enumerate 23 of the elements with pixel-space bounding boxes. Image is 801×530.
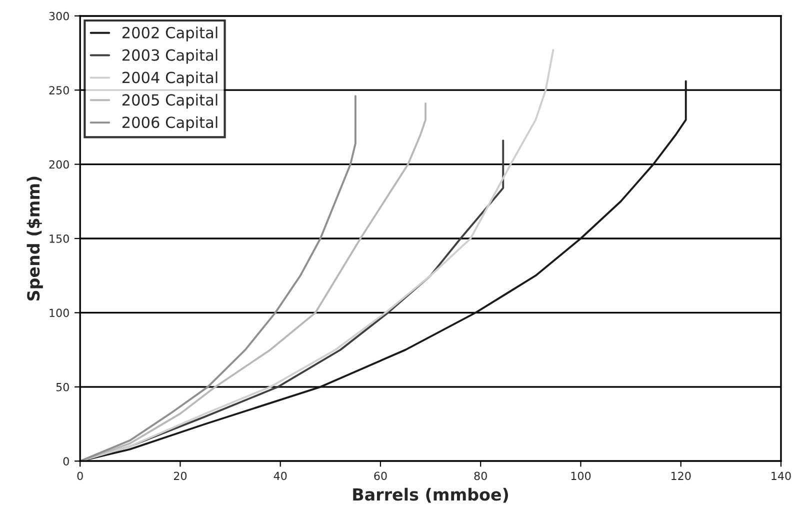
legend-label: 2004 Capital (122, 71, 218, 86)
line-series (80, 95, 356, 462)
x-tick-label: 100 (571, 472, 591, 480)
y-tick-label: 0 (63, 457, 69, 466)
x-tick-label: 20 (174, 472, 187, 480)
y-tick-label: 50 (56, 382, 69, 392)
legend-label: 2005 Capital (122, 94, 218, 109)
y-tick-label: 150 (50, 234, 69, 243)
legend-label: 2003 Capital (122, 49, 218, 64)
y-tick-label: 300 (49, 12, 69, 20)
x-tick-label: 0 (77, 472, 83, 480)
legend-label: 2006 Capital (122, 116, 218, 132)
x-tick-label: 80 (474, 472, 487, 480)
x-tick-label: 120 (671, 472, 691, 480)
y-tick-label: 250 (49, 86, 69, 94)
y-axis-title: Spend ($mm) (26, 176, 43, 301)
x-tick-label: 60 (374, 472, 387, 480)
legend-label: 2002 Capital (122, 26, 218, 42)
x-tick-label: 40 (274, 472, 287, 480)
y-tick-label: 200 (49, 160, 69, 169)
x-axis-title: Barrels (mmboe) (353, 488, 508, 503)
x-tick-label: 140 (772, 472, 791, 480)
y-tick-label: 100 (50, 308, 69, 318)
